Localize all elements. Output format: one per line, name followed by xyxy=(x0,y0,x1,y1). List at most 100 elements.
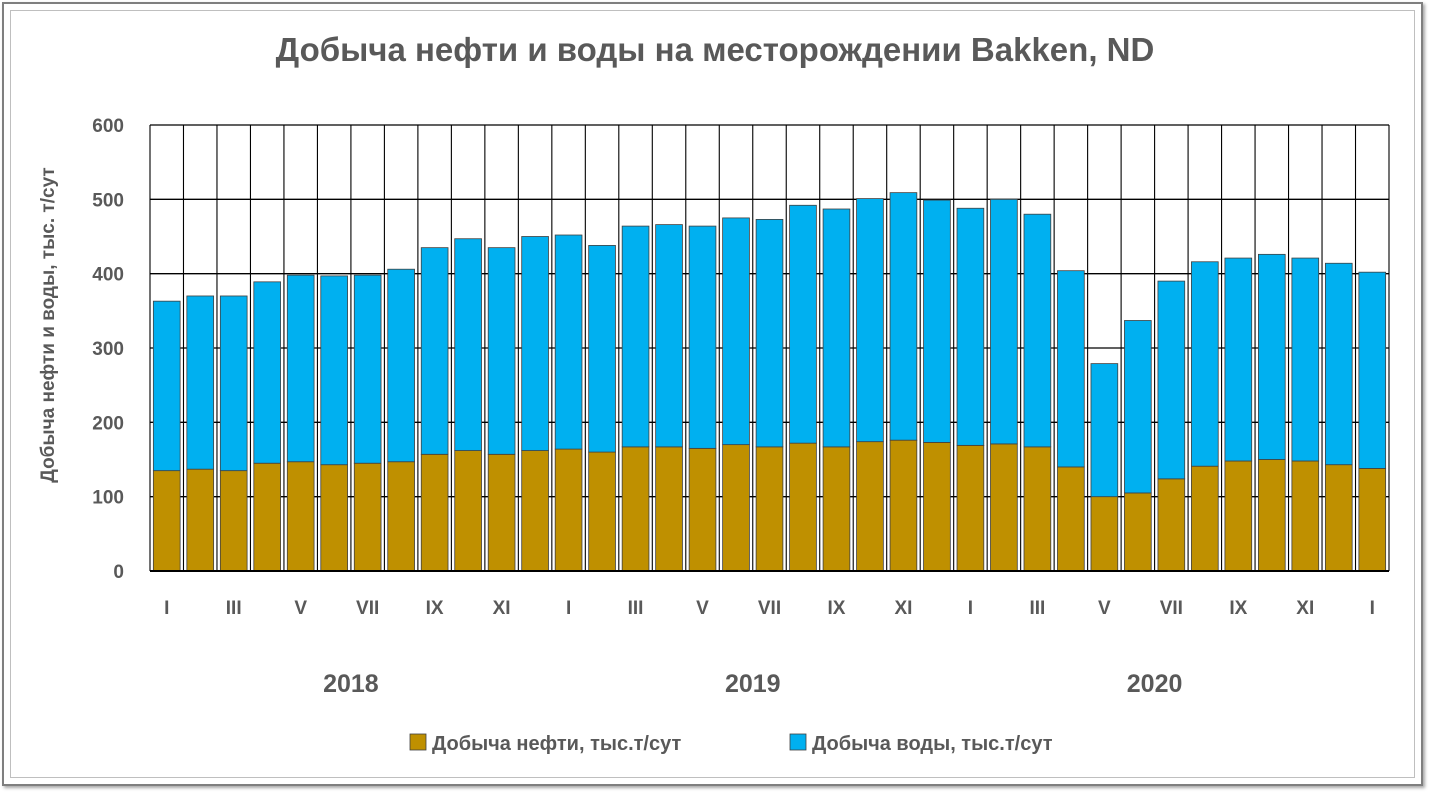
water-bar xyxy=(387,268,415,463)
legend-label-oil: Добыча нефти, тыс.т/сут xyxy=(432,733,681,755)
grid-layer xyxy=(149,124,1390,571)
oil-bar xyxy=(487,453,516,572)
water-bar xyxy=(755,218,784,448)
x-tick-label: III xyxy=(1029,598,1045,619)
legend: Добыча нефти, тыс.т/сут Добыча воды, тыс.… xyxy=(409,733,1053,755)
legend-swatch-water xyxy=(789,733,807,751)
x-tick-label: V xyxy=(696,598,709,619)
oil-bar xyxy=(1358,468,1387,572)
water-bar xyxy=(1291,257,1320,462)
oil-bar xyxy=(588,451,616,572)
water-bar xyxy=(253,281,281,464)
water-bar xyxy=(621,225,650,448)
oil-bar xyxy=(1291,460,1320,572)
legend-label-water: Добыча воды, тыс.т/сут xyxy=(812,733,1053,755)
oil-bar xyxy=(1157,478,1186,572)
oil-bar xyxy=(1224,460,1253,572)
x-tick-label: I xyxy=(566,598,571,619)
oil-bar xyxy=(990,443,1018,572)
x-tick-label: I xyxy=(1370,598,1375,619)
water-bar xyxy=(1324,262,1353,466)
water-bar xyxy=(1224,257,1253,462)
oil-bar xyxy=(387,461,415,572)
x-tick-label: XI xyxy=(493,598,511,619)
x-tick-label: IX xyxy=(827,598,845,619)
water-bar xyxy=(889,192,918,441)
water-bar xyxy=(186,295,215,470)
water-bar xyxy=(688,225,717,449)
year-label: 2019 xyxy=(725,670,781,698)
x-tick-label: XI xyxy=(1296,598,1314,619)
water-bar xyxy=(856,198,884,443)
x-tick-label: I xyxy=(164,598,169,619)
oil-bar xyxy=(320,464,348,572)
water-bar xyxy=(1191,261,1219,467)
water-bar xyxy=(1090,363,1119,498)
bar-layer xyxy=(152,192,1387,572)
legend-swatch-oil xyxy=(409,733,427,751)
oil-bar xyxy=(755,446,784,572)
x-tick-label: VII xyxy=(1160,598,1183,619)
oil-bar xyxy=(956,444,985,572)
water-bar xyxy=(152,300,181,472)
water-bar xyxy=(1124,320,1152,494)
water-bar xyxy=(1358,271,1387,469)
oil-bar xyxy=(219,470,248,572)
oil-bar xyxy=(353,462,382,572)
water-bar xyxy=(923,199,951,443)
oil-bar xyxy=(554,448,583,572)
y-tick-label: 0 xyxy=(113,562,124,583)
oil-bar xyxy=(1191,465,1219,572)
water-bar xyxy=(521,236,549,451)
water-bar xyxy=(353,274,382,464)
water-bar xyxy=(487,247,516,455)
oil-bar xyxy=(1258,459,1286,572)
water-bar xyxy=(722,217,750,446)
water-bar xyxy=(219,295,248,472)
water-bar xyxy=(320,275,348,466)
x-tick-label: I xyxy=(968,598,973,619)
x-tick-label: VII xyxy=(356,598,379,619)
y-tick-label: 300 xyxy=(92,339,124,360)
chart-frame-inner xyxy=(10,10,1415,778)
y-tick-label: 200 xyxy=(92,413,124,434)
oil-bar xyxy=(722,444,750,572)
oil-bar xyxy=(454,450,482,572)
oil-bar xyxy=(1324,464,1353,572)
water-bar xyxy=(1057,270,1085,468)
year-label: 2018 xyxy=(323,670,379,698)
water-bar xyxy=(1258,253,1286,460)
oil-bar xyxy=(621,446,650,572)
y-tick-label: 100 xyxy=(92,488,124,509)
oil-bar xyxy=(253,462,281,572)
oil-bar xyxy=(655,446,683,572)
x-tick-label: IX xyxy=(426,598,444,619)
water-bar xyxy=(655,224,683,448)
x-tick-label: III xyxy=(226,598,242,619)
oil-bar xyxy=(889,439,918,572)
oil-bar xyxy=(1023,446,1052,572)
x-tick-label: III xyxy=(628,598,644,619)
water-bar xyxy=(1157,280,1186,480)
oil-bar xyxy=(152,470,181,572)
y-tick-label: 500 xyxy=(92,190,124,211)
x-tick-label: IX xyxy=(1229,598,1247,619)
y-tick-label: 400 xyxy=(92,265,124,286)
x-tick-label: V xyxy=(1098,598,1111,619)
water-bar xyxy=(1023,213,1052,448)
water-bar xyxy=(588,245,616,453)
water-bar xyxy=(789,204,817,444)
x-tick-label: V xyxy=(294,598,307,619)
water-bar xyxy=(454,238,482,451)
oil-bar xyxy=(1124,492,1152,572)
water-bar xyxy=(956,207,985,446)
oil-bar xyxy=(420,453,449,572)
oil-bar xyxy=(923,441,951,572)
oil-bar xyxy=(1057,466,1085,572)
water-bar xyxy=(990,198,1018,445)
y-axis-label: Добыча нефти и воды, тыс. т/сут xyxy=(38,167,59,482)
year-label: 2020 xyxy=(1127,670,1183,698)
oil-bar xyxy=(286,461,315,572)
